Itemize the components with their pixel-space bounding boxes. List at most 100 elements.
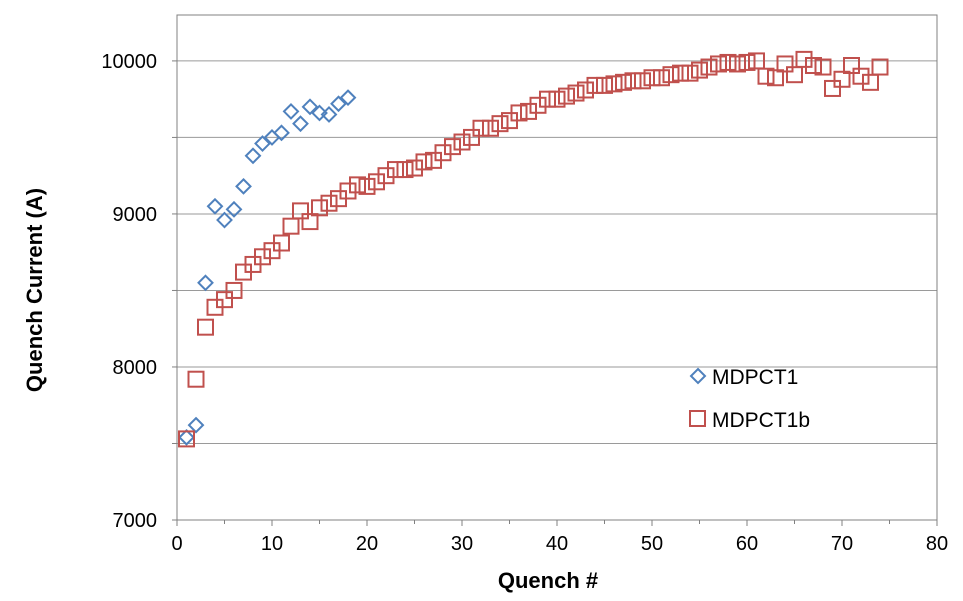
data-point-square — [444, 138, 461, 156]
data-point-square — [672, 64, 689, 82]
x-tick-label: 40 — [546, 533, 568, 555]
x-tick-label: 20 — [356, 533, 378, 555]
x-tick-label: 70 — [831, 533, 853, 555]
data-point-square — [738, 53, 756, 71]
y-tick-label: 9000 — [113, 204, 158, 226]
legend-label-mdpct1: MDPCT1 — [712, 366, 798, 389]
tick-labels: 0 10 20 30 40 50 60 70 80 7000 8000 9000 10000 — [101, 51, 948, 555]
data-point-square — [254, 248, 271, 266]
data-point-square — [520, 102, 537, 120]
y-tick-label: 8000 — [113, 357, 158, 379]
data-point-diamond — [330, 95, 347, 113]
data-point-square — [178, 430, 195, 448]
data-point-square — [548, 90, 566, 108]
data-point-square — [529, 96, 547, 114]
data-point-square — [339, 182, 357, 200]
data-point-square — [748, 52, 765, 70]
x-tick-label: 0 — [171, 533, 182, 555]
x-tick-label: 50 — [641, 533, 663, 555]
data-point-square — [653, 69, 670, 87]
legend-marker-diamond — [689, 367, 707, 385]
data-point-square — [710, 55, 727, 73]
data-point-square — [539, 90, 556, 108]
series-mdpct1 — [178, 89, 357, 446]
data-point-diamond — [292, 115, 309, 133]
x-axis-title: Quench # — [498, 568, 598, 593]
data-point-square — [292, 202, 309, 220]
data-point-square — [187, 370, 205, 388]
data-point-square — [491, 115, 509, 133]
data-point-square — [358, 177, 376, 195]
data-point-square — [415, 153, 433, 171]
data-point-square — [216, 291, 233, 309]
data-point-square — [795, 50, 813, 68]
y-tick-label: 7000 — [113, 510, 158, 532]
data-point-square — [387, 161, 404, 179]
legend: MDPCT1 MDPCT1b — [689, 366, 810, 432]
data-point-square — [558, 87, 575, 105]
data-point-diamond — [187, 416, 205, 434]
data-point-square — [596, 76, 613, 94]
data-point-diamond — [235, 177, 252, 195]
data-point-square — [406, 159, 423, 177]
data-point-square — [843, 57, 860, 74]
data-point-square — [463, 128, 480, 146]
x-tick-label: 80 — [926, 533, 948, 555]
data-point-square — [301, 213, 319, 231]
data-point-square — [852, 67, 870, 85]
data-point-square — [453, 133, 471, 151]
legend-label-mdpct1b: MDPCT1b — [712, 409, 810, 432]
data-point-square — [681, 64, 699, 82]
data-point-square — [871, 58, 889, 76]
data-point-square — [700, 58, 718, 76]
data-point-square — [320, 194, 338, 212]
data-point-square — [510, 104, 528, 122]
data-point-diamond — [206, 197, 224, 215]
data-point-square — [482, 119, 499, 137]
x-tick-label: 30 — [451, 533, 473, 555]
data-point-square — [643, 69, 661, 87]
data-point-square — [605, 75, 623, 93]
data-point-square — [311, 199, 328, 217]
data-point-diamond — [282, 102, 300, 120]
data-points — [178, 50, 889, 448]
data-point-square — [814, 58, 832, 76]
data-point-diamond — [178, 428, 195, 446]
data-point-square — [824, 79, 841, 97]
data-point-square — [634, 72, 651, 90]
legend-marker-square — [689, 410, 706, 427]
data-point-square — [225, 281, 243, 299]
data-point-square — [862, 73, 879, 91]
data-point-square — [691, 61, 708, 79]
data-point-square — [349, 176, 366, 194]
data-point-diamond — [339, 89, 357, 107]
data-point-square — [776, 55, 794, 73]
data-point-diamond — [254, 135, 271, 152]
data-point-square — [615, 73, 632, 91]
legend-item-mdpct1b: MDPCT1b — [689, 409, 810, 432]
data-point-square — [719, 53, 737, 71]
legend-item-mdpct1: MDPCT1 — [689, 366, 798, 389]
data-point-square — [567, 84, 585, 102]
y-tick-label: 10000 — [101, 51, 157, 73]
data-point-square — [368, 173, 385, 191]
axes — [172, 14, 938, 526]
data-point-square — [767, 69, 784, 87]
y-axis-title: Quench Current (A) — [22, 188, 47, 392]
data-point-square — [624, 72, 642, 90]
data-point-diamond — [244, 147, 262, 165]
data-point-diamond — [273, 124, 290, 142]
data-point-square — [586, 76, 604, 94]
data-point-diamond — [311, 104, 328, 122]
data-point-square — [757, 67, 775, 85]
data-point-square — [472, 119, 490, 137]
data-point-diamond — [301, 98, 319, 116]
data-point-square — [434, 144, 452, 162]
x-tick-label: 10 — [261, 533, 283, 555]
data-point-square — [577, 81, 594, 99]
data-point-square — [273, 234, 290, 252]
data-point-diamond — [225, 200, 243, 218]
data-point-square — [662, 66, 680, 84]
x-tick-label: 60 — [736, 533, 758, 555]
